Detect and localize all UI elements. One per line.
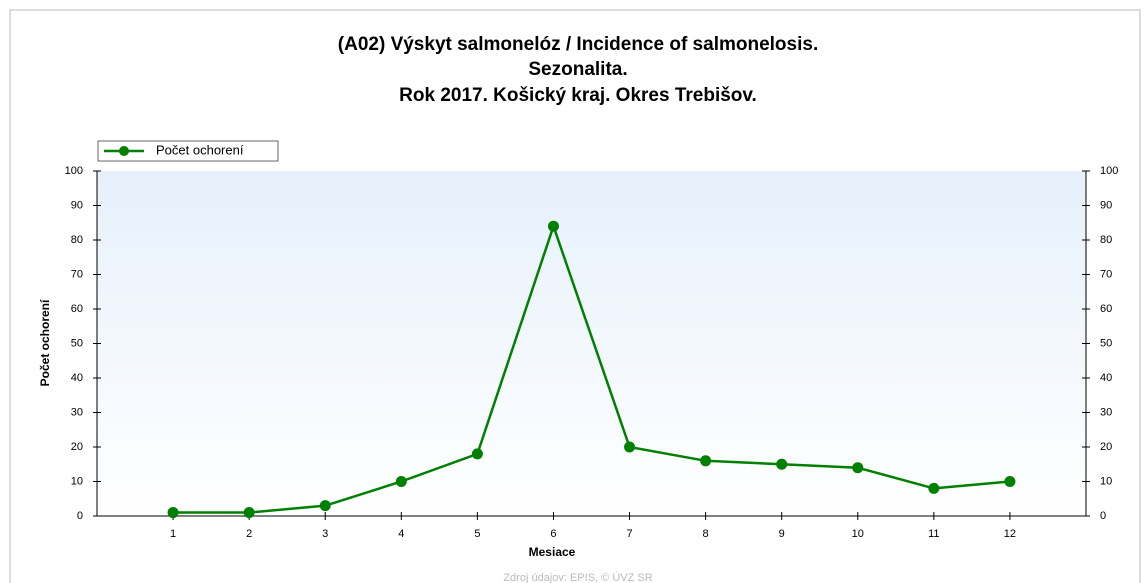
x-tick-label: 3 (322, 528, 328, 540)
y-tick-label: 50 (71, 337, 83, 349)
data-point (700, 455, 712, 467)
y-tick-label: 0 (77, 510, 83, 522)
x-tick-label: 11 (928, 528, 939, 540)
y2-tick-label: 60 (1100, 303, 1112, 315)
x-tick-label: 5 (474, 528, 480, 540)
data-point (852, 462, 864, 474)
y-tick-label: 60 (71, 303, 83, 315)
data-point (319, 500, 331, 512)
y2-tick-label: 90 (1100, 199, 1112, 211)
y2-tick-label: 20 (1100, 441, 1112, 453)
plot-area (97, 171, 1086, 516)
y-tick-label: 70 (71, 268, 83, 280)
chart-title: (A02) Výskyt salmonelóz / Incidence of s… (338, 34, 818, 55)
data-point (395, 476, 407, 487)
x-tick-label: 1 (170, 528, 176, 540)
x-tick-label: 7 (626, 528, 632, 540)
y-tick-label: 100 (65, 165, 83, 177)
frame (9, 9, 1141, 583)
data-point (624, 441, 636, 453)
y2-tick-label: 30 (1100, 406, 1112, 418)
data-point (776, 458, 788, 470)
y-tick-label: 20 (71, 441, 83, 453)
y2-tick-label: 10 (1100, 475, 1112, 487)
y-tick-label: 90 (71, 199, 83, 211)
x-tick-label: 12 (1004, 528, 1016, 540)
chart-title: Sezonalita. (528, 59, 627, 80)
legend-box (97, 140, 279, 162)
legend-label: Počet ochorení (156, 142, 244, 157)
y2-tick-label: 100 (1100, 165, 1118, 177)
y2-tick-label: 50 (1100, 337, 1112, 349)
y-tick-label: 30 (71, 406, 83, 418)
x-tick-label: 2 (246, 528, 252, 540)
data-point (1004, 476, 1016, 487)
legend-swatch (119, 146, 129, 156)
x-axis-label: Mesiace (529, 545, 576, 559)
x-tick-label: 9 (779, 528, 785, 540)
chart-title: Rok 2017. Košický kraj. Okres Trebišov. (399, 85, 757, 106)
y-tick-label: 10 (71, 475, 83, 487)
data-point (243, 507, 255, 519)
y2-tick-label: 40 (1100, 372, 1112, 384)
y2-tick-label: 80 (1100, 234, 1112, 246)
data-point (471, 448, 483, 460)
data-line (173, 222, 1011, 514)
x-tick-label: 8 (703, 528, 709, 540)
y2-tick-label: 70 (1100, 268, 1112, 280)
data-point (928, 482, 940, 494)
y-tick-label: 40 (71, 372, 83, 384)
x-tick-label: 4 (398, 528, 404, 540)
x-tick-label: 10 (852, 528, 864, 540)
y2-tick-label: 0 (1100, 510, 1106, 522)
data-point (167, 507, 179, 519)
data-point (547, 220, 559, 232)
x-tick-label: 6 (550, 528, 556, 540)
y-tick-label: 80 (71, 234, 83, 246)
source-note: Zdroj údajov: EPIS, © ÚVZ SR (503, 571, 652, 583)
y-axis-label: Počet ochorení (38, 299, 52, 386)
